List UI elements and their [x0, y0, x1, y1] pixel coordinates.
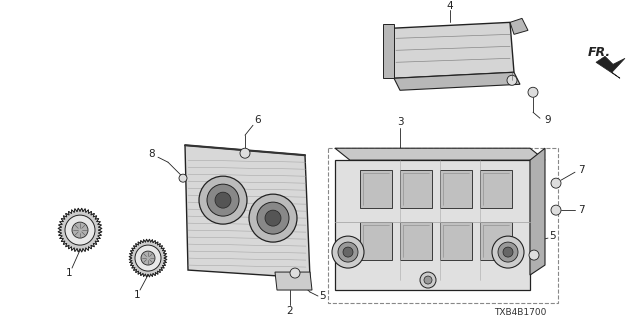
Polygon shape [335, 160, 530, 290]
Circle shape [257, 202, 289, 234]
Text: TXB4B1700: TXB4B1700 [494, 308, 546, 316]
Polygon shape [275, 272, 312, 290]
Polygon shape [360, 170, 392, 208]
Circle shape [141, 251, 155, 265]
Text: 2: 2 [287, 306, 293, 316]
Circle shape [529, 250, 539, 260]
Polygon shape [58, 208, 102, 252]
Text: 1: 1 [66, 268, 72, 278]
Text: 1: 1 [134, 290, 140, 300]
Polygon shape [394, 72, 520, 90]
Circle shape [215, 192, 231, 208]
Text: 7: 7 [578, 205, 584, 215]
Circle shape [338, 242, 358, 262]
Circle shape [240, 148, 250, 158]
Polygon shape [480, 222, 512, 260]
Circle shape [135, 245, 161, 271]
Text: 3: 3 [397, 117, 403, 127]
Polygon shape [400, 170, 432, 208]
Circle shape [343, 247, 353, 257]
Text: 4: 4 [447, 1, 453, 12]
Polygon shape [596, 56, 625, 78]
Circle shape [65, 215, 95, 245]
Bar [328, 148, 558, 303]
Polygon shape [335, 148, 545, 160]
Polygon shape [530, 148, 545, 275]
Circle shape [528, 87, 538, 97]
Text: 6: 6 [255, 115, 261, 125]
Circle shape [507, 75, 517, 85]
Circle shape [503, 247, 513, 257]
Circle shape [207, 184, 239, 216]
Text: 7: 7 [578, 165, 584, 175]
Polygon shape [360, 222, 392, 260]
Circle shape [290, 268, 300, 278]
Circle shape [492, 236, 524, 268]
Circle shape [249, 194, 297, 242]
Polygon shape [390, 22, 514, 78]
Circle shape [551, 205, 561, 215]
Text: 5: 5 [550, 231, 556, 241]
Circle shape [72, 222, 88, 238]
Circle shape [498, 242, 518, 262]
Text: 8: 8 [148, 149, 156, 159]
Text: 5: 5 [320, 291, 326, 301]
Circle shape [265, 210, 281, 226]
Text: 9: 9 [545, 115, 551, 125]
Polygon shape [185, 145, 310, 278]
Circle shape [332, 236, 364, 268]
Text: FR.: FR. [588, 46, 611, 59]
Polygon shape [440, 170, 472, 208]
Circle shape [179, 174, 187, 182]
Circle shape [424, 276, 432, 284]
Polygon shape [383, 24, 394, 78]
Circle shape [420, 272, 436, 288]
Polygon shape [440, 222, 472, 260]
Polygon shape [400, 222, 432, 260]
Polygon shape [480, 170, 512, 208]
Circle shape [551, 178, 561, 188]
Polygon shape [129, 239, 167, 277]
Circle shape [199, 176, 247, 224]
Polygon shape [510, 18, 528, 34]
